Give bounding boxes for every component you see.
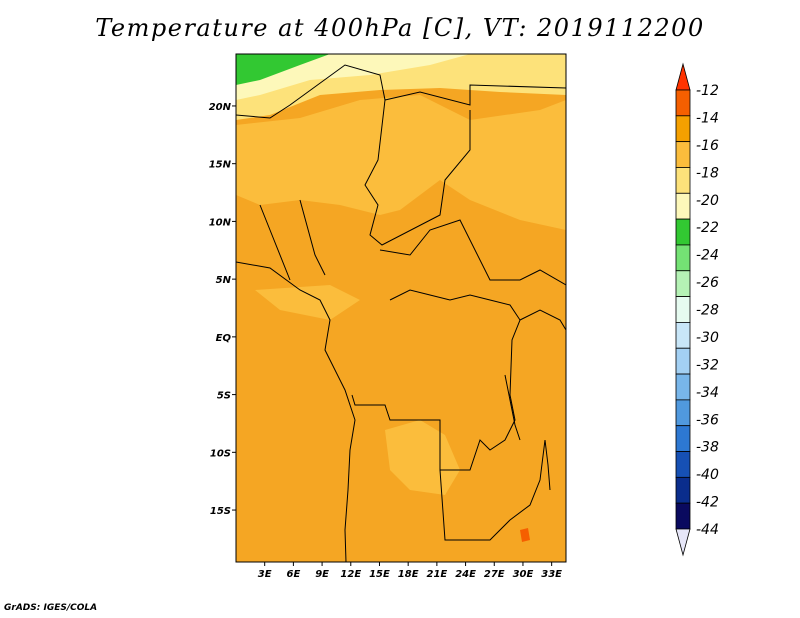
field-region-angola: [385, 420, 460, 495]
lat-tick-label: EQ: [216, 333, 232, 344]
colorbar-label: -30: [696, 330, 719, 346]
lat-tick-label: 15N: [209, 160, 232, 171]
colorbar-bottom-arrow: [675, 528, 691, 557]
colorbar-swatch: [675, 167, 691, 194]
lat-axis: 20N 15N 10N 5N EQ 5S 10S 15S: [209, 102, 236, 517]
colorbar-swatch: [675, 425, 691, 452]
border-line-zambia: [439, 439, 546, 541]
field-region-kalahari: [255, 285, 360, 320]
colorbar-label: -36: [696, 412, 719, 428]
lon-tick-label: 21E: [426, 569, 447, 580]
lon-tick-label: 24E: [455, 569, 476, 580]
lat-tick-label: 5N: [216, 275, 232, 286]
colorbar-swatch: [675, 192, 691, 220]
colorbar-label: -16: [696, 138, 719, 154]
lat-tick-label: 5S: [217, 391, 231, 402]
colorbar-top-arrow: [675, 62, 691, 91]
colorbar-swatch: [675, 476, 691, 504]
lake-tanganyika: [504, 374, 521, 441]
colorbar-label: -32: [696, 357, 719, 373]
lat-tick-label: 10N: [209, 217, 232, 228]
lat-tick-label: 15S: [210, 506, 231, 517]
lon-tick-label: 12E: [340, 569, 361, 580]
border-line-west: [259, 199, 326, 281]
colorbar-swatch: [675, 322, 691, 349]
field-region-cold: [236, 54, 330, 85]
field-region-sahel: [236, 95, 566, 230]
field-region-warm-spot: [520, 528, 530, 542]
map-frame: [235, 53, 567, 563]
colorbar-swatch: [675, 502, 691, 530]
colorbar-swatch: [675, 296, 691, 323]
border-line-drc: [351, 289, 521, 471]
colorbar-label: -18: [696, 165, 719, 181]
colorbar: -12 -14 -16 -18 -20 -22 -24 -26 -28 -30 -32 -34 -36 -…: [675, 62, 719, 557]
lake-malawi: [544, 439, 551, 491]
colorbar-label: -26: [696, 275, 719, 291]
colorbar-swatch: [675, 399, 691, 427]
colorbar-label: -14: [696, 110, 719, 126]
border-line-chad: [364, 99, 471, 246]
colorbar-label: -24: [696, 248, 719, 264]
lon-tick-label: 6E: [286, 569, 300, 580]
colorbar-label: -12: [696, 83, 719, 99]
colorbar-swatch: [675, 141, 691, 168]
colorbar-swatch: [675, 244, 691, 272]
colorbar-swatch: [675, 89, 691, 117]
colorbar-swatch: [675, 347, 691, 375]
colorbar-label: -34: [696, 385, 719, 401]
colorbar-label: -40: [696, 467, 719, 483]
lon-tick-label: 15E: [369, 569, 390, 580]
colorbar-label: -20: [696, 193, 719, 209]
lat-tick-label: 20N: [209, 102, 232, 113]
colorbar-swatch: [675, 115, 691, 143]
grads-credit: GrADS: IGES/COLA: [4, 603, 98, 613]
lon-tick-label: 9E: [315, 569, 329, 580]
colorbar-label: -42: [696, 495, 719, 511]
colorbar-label: -38: [696, 440, 719, 456]
lon-tick-label: 33E: [541, 569, 562, 580]
colorbar-label: -22: [696, 220, 719, 236]
border-line-north: [236, 64, 566, 119]
colorbar-swatch: [675, 373, 691, 401]
border-line-car: [379, 219, 566, 286]
lon-tick-label: 18E: [398, 569, 419, 580]
lon-tick-label: 3E: [258, 569, 272, 580]
map-title: Temperature at 400hPa [C], VT: 201911220…: [95, 14, 705, 42]
lon-tick-label: 27E: [484, 569, 505, 580]
lat-tick-label: 10S: [210, 448, 231, 459]
lon-tick-label: 30E: [513, 569, 534, 580]
border-line-east: [519, 309, 566, 331]
colorbar-label: -44: [696, 522, 719, 538]
lon-axis: 3E 6E 9E 12E 15E 18E 21E 24E 27E 30E 33E: [258, 562, 562, 580]
colorbar-label: -28: [696, 303, 719, 319]
colorbar-swatch: [675, 451, 691, 478]
colorbar-swatch: [675, 270, 691, 297]
west-coastline: [236, 261, 356, 562]
map-area: 3E 6E 9E 12E 15E 18E 21E 24E 27E 30E 33E 20N 15N 10N…: [209, 53, 567, 580]
colorbar-swatch: [675, 218, 691, 246]
